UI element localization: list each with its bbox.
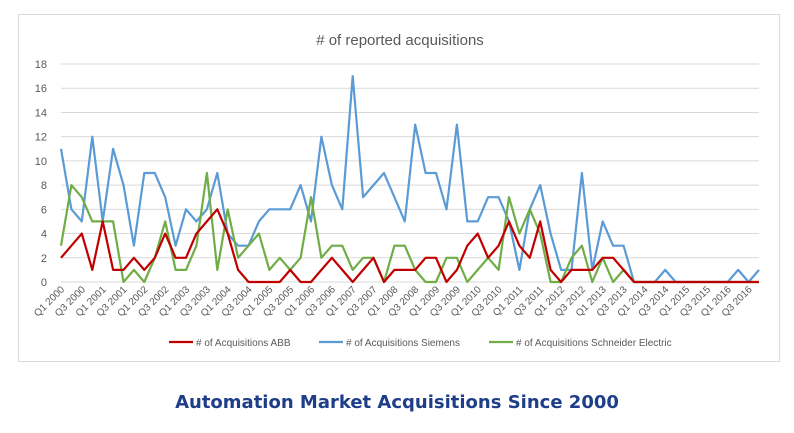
y-tick-label: 2 [41, 253, 47, 265]
y-tick-label: 0 [41, 277, 47, 289]
y-axis-ticks: 0 2 4 6 8 10 12 14 16 18 [35, 59, 47, 289]
series-line-siemens [59, 74, 760, 284]
series-line-abb [60, 208, 759, 284]
legend: # of Acquisitions ABB # of Acquisitions S… [169, 338, 672, 349]
legend-label-abb: # of Acquisitions ABB [196, 338, 291, 349]
y-tick-label: 18 [35, 59, 47, 71]
y-tick-label: 14 [35, 107, 47, 119]
y-tick-label: 12 [35, 132, 47, 144]
chart-title: # of reported acquisitions [316, 32, 484, 49]
y-tick-label: 8 [41, 180, 47, 192]
legend-label-siemens: # of Acquisitions Siemens [346, 338, 460, 349]
line-chart: # of reported acquisitions 0 2 4 6 8 10 12 14 16… [32, 32, 760, 349]
y-tick-label: 16 [35, 83, 47, 95]
series-lines [59, 74, 760, 284]
y-tick-label: 4 [41, 229, 47, 241]
series-line-schneider [59, 171, 759, 284]
y-tick-label: 10 [35, 156, 47, 168]
figure-caption: Automation Market Acquisitions Since 200… [175, 392, 619, 413]
legend-label-schneider: # of Acquisitions Schneider Electric [516, 338, 672, 349]
y-tick-label: 6 [41, 204, 47, 216]
chart-frame: # of reported acquisitions 0 2 4 6 8 10 12 14 16… [18, 14, 780, 362]
